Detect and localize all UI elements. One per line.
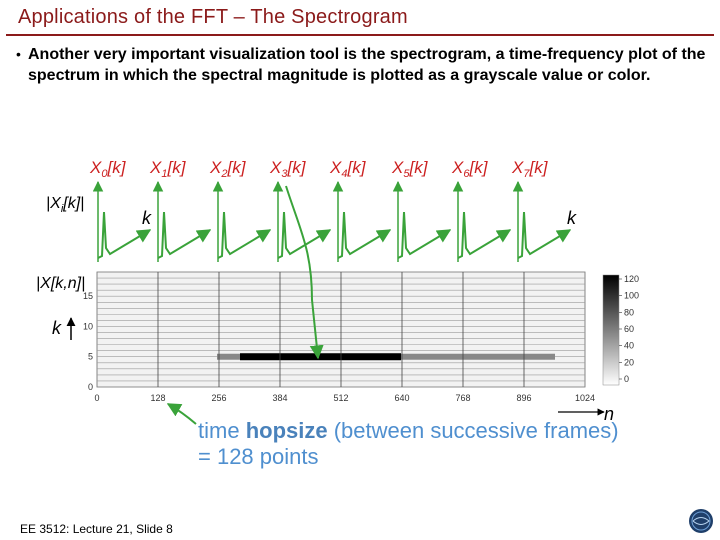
frame-spectrum-3 xyxy=(272,180,332,262)
university-logo-icon xyxy=(689,509,713,533)
y-tick-label: 10 xyxy=(83,321,93,331)
frame-curve xyxy=(277,211,332,259)
frame-curve xyxy=(217,211,272,259)
slide-title: Applications of the FFT – The Spectrogra… xyxy=(18,6,408,28)
bullet-marker: • xyxy=(16,46,21,62)
frame-curve xyxy=(397,211,452,259)
frame-label-2: X2[k] xyxy=(209,158,247,180)
x-tick-label: 1024 xyxy=(575,393,595,403)
x-tick-label: 640 xyxy=(394,393,409,403)
y-tick-label: 5 xyxy=(88,352,93,362)
caption-bold: hopsize xyxy=(245,418,328,443)
frame-curve xyxy=(157,211,212,259)
hopsize-arrow xyxy=(166,403,197,425)
frame-to-spectrogram-arrow xyxy=(285,185,324,360)
frame-spectrum-2 xyxy=(212,180,272,262)
frame-curve xyxy=(517,211,572,259)
frame-spectrum-6 xyxy=(452,180,512,262)
title-rule xyxy=(6,34,714,36)
x-tick-label: 0 xyxy=(94,393,99,403)
frame-curve xyxy=(97,211,152,259)
caption-line2: = 128 points xyxy=(198,444,319,469)
x-tick-label: 768 xyxy=(455,393,470,403)
frame-label-5: X5[k] xyxy=(391,158,429,180)
colorbar-tick-label: 0 xyxy=(624,374,629,384)
colorbar-ticks: 120 100 80 60 40 20 0 xyxy=(619,274,639,384)
colorbar-tick-label: 120 xyxy=(624,274,639,284)
colorbar-tick-label: 40 xyxy=(624,341,634,351)
spectrogram-heatmap: 0 128 256 384 512 640 768 896 1024 0 5 10 15 xyxy=(83,271,595,403)
frame-label-4: X4[k] xyxy=(329,158,367,180)
colorbar-tick-label: 100 xyxy=(624,291,639,301)
x-tick-label: 512 xyxy=(333,393,348,403)
spectrogram-label: |X[k,n]| xyxy=(36,275,85,292)
frame-spectrum-5 xyxy=(392,180,452,262)
x-tick-label: 128 xyxy=(150,393,165,403)
frame-label-7: X7[k] xyxy=(511,158,549,180)
bullet-point: • Another very important visualization t… xyxy=(16,44,706,86)
y-tick-label: 15 xyxy=(83,291,93,301)
slide-footer: EE 3512: Lecture 21, Slide 8 xyxy=(20,522,173,536)
frame-spectrum-0 xyxy=(92,180,152,262)
frame-curve xyxy=(337,211,392,259)
x-tick-label: 256 xyxy=(211,393,226,403)
k-label-right: k xyxy=(567,208,577,228)
x-tick-label: 384 xyxy=(272,393,287,403)
frame-spectrum-1 xyxy=(152,180,212,262)
x-tick-label: 896 xyxy=(516,393,531,403)
frame-spectra xyxy=(92,180,572,262)
colorbar xyxy=(602,274,620,386)
frame-label-6: X6[k] xyxy=(451,158,489,180)
magnitude-label: |Xi[k]| xyxy=(46,195,84,215)
frame-label-1: X1[k] xyxy=(149,158,187,180)
caption-suffix: (between successive frames) xyxy=(327,418,619,443)
hopsize-caption: time hopsize (between successive frames)… xyxy=(198,418,619,470)
y-tick-label: 0 xyxy=(88,382,93,392)
frame-spectrum-7 xyxy=(512,180,572,262)
heatmap-peak-highlight xyxy=(240,353,401,361)
colorbar-tick-label: 20 xyxy=(624,357,634,367)
colorbar-tick-label: 60 xyxy=(624,324,634,334)
k-label-left: k xyxy=(142,208,152,228)
frame-label-0: X0[k] xyxy=(89,158,127,180)
n-axis-label: n xyxy=(604,404,614,424)
k-axis-label: k xyxy=(52,318,62,338)
frame-labels: X0[k] X1[k] X2[k] X3[k] X4[k] X5[k] X6[k] X7[k] xyxy=(89,158,549,180)
frame-label-3: X3[k] xyxy=(269,158,307,180)
frame-spectrum-4 xyxy=(332,180,392,262)
bullet-text: Another very important visualization too… xyxy=(28,46,706,84)
frame-curve xyxy=(457,211,512,259)
colorbar-tick-label: 80 xyxy=(624,307,634,317)
caption-prefix: time xyxy=(198,418,246,443)
